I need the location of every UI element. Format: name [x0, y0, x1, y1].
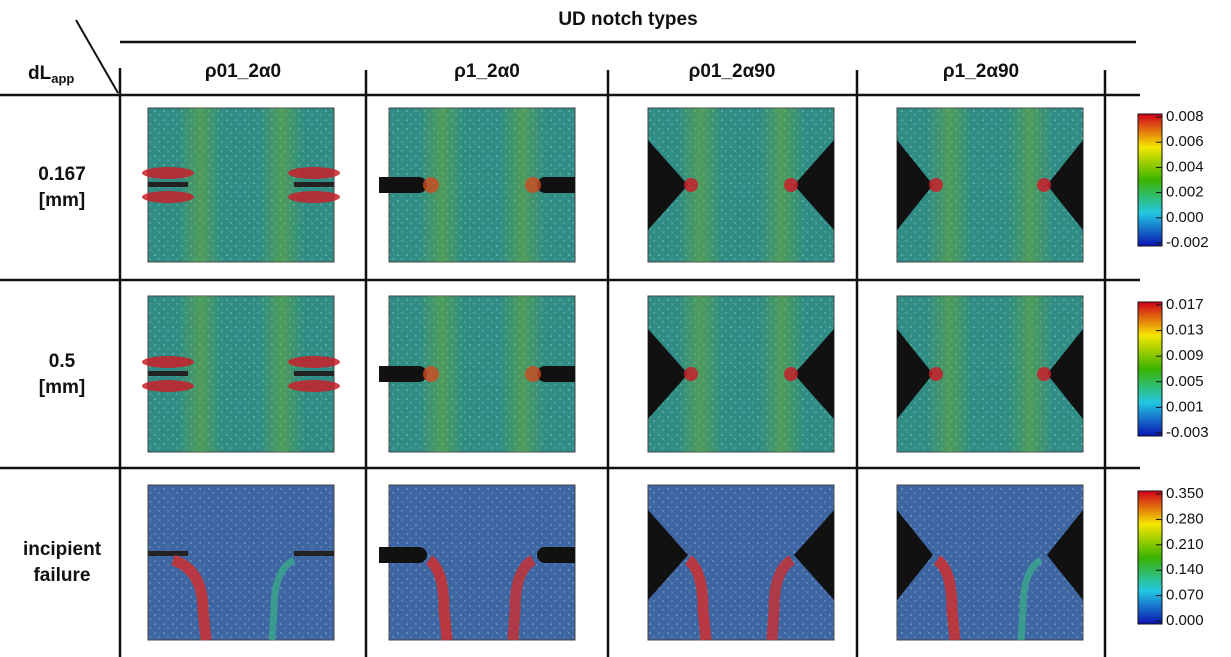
- corner-label: dLapp: [28, 63, 74, 86]
- row-label: [mm]: [39, 377, 85, 398]
- colorbar-label: 0.004: [1166, 158, 1204, 175]
- strain-map: [897, 108, 1083, 262]
- hot-spot: [142, 191, 194, 203]
- notch: [148, 551, 188, 556]
- strain-map: [379, 296, 575, 452]
- column-header: ρ1_2α0: [454, 61, 520, 82]
- corner-main: dL: [28, 63, 52, 84]
- colorbar-label: 0.070: [1166, 587, 1204, 604]
- hot-spot: [929, 367, 943, 381]
- colorbar-label: 0.008: [1166, 108, 1204, 125]
- hot-spot: [423, 177, 439, 193]
- notch: [379, 547, 399, 563]
- row-label: 0.167: [38, 164, 86, 185]
- hot-spot: [929, 178, 943, 192]
- strain-map: [142, 296, 340, 452]
- hot-spot: [288, 356, 340, 368]
- hot-spot: [142, 167, 194, 179]
- row-label: [mm]: [39, 190, 85, 211]
- column-header: ρ01_2α90: [689, 61, 776, 82]
- hot-spot: [142, 380, 194, 392]
- strain-map: [379, 108, 575, 262]
- hot-spot: [1037, 178, 1051, 192]
- notch: [148, 182, 188, 187]
- row-label: failure: [33, 565, 90, 586]
- hot-spot: [684, 178, 698, 192]
- strain-map: [142, 108, 340, 262]
- hot-spot: [423, 366, 439, 382]
- strain-map: [379, 485, 575, 640]
- notch: [379, 366, 399, 382]
- hot-spot: [684, 367, 698, 381]
- colorbar: [1138, 302, 1162, 436]
- colorbar-label: 0.002: [1166, 184, 1204, 201]
- column-header: ρ1_2α90: [943, 61, 1019, 82]
- colorbar-label: 0.017: [1166, 296, 1204, 313]
- colorbar-label: -0.002: [1166, 234, 1209, 251]
- colorbar: [1138, 114, 1162, 246]
- notch: [565, 366, 575, 382]
- notch: [294, 371, 334, 376]
- notch: [565, 177, 575, 193]
- colorbar-label: 0.000: [1166, 209, 1204, 226]
- hot-spot: [142, 356, 194, 368]
- hot-spot: [288, 167, 340, 179]
- notch: [565, 547, 575, 563]
- colorbar-label: 0.210: [1166, 536, 1204, 553]
- notch: [294, 182, 334, 187]
- colorbar-label: 0.280: [1166, 510, 1204, 527]
- colorbar: [1138, 491, 1162, 624]
- strain-map: [897, 485, 1083, 640]
- colorbar-label: 0.013: [1166, 322, 1204, 339]
- colorbar-label: -0.003: [1166, 424, 1209, 441]
- hot-spot: [525, 177, 541, 193]
- row-label: 0.5: [49, 351, 76, 372]
- row-label: incipient: [23, 539, 102, 560]
- strain-map: [648, 296, 834, 452]
- header-title: UD notch types: [558, 9, 697, 30]
- hot-spot: [1037, 367, 1051, 381]
- notch: [379, 177, 399, 193]
- colorbar-label: 0.140: [1166, 561, 1204, 578]
- colorbar-label: 0.009: [1166, 347, 1204, 364]
- strain-map: [648, 485, 834, 640]
- colorbar-label: 0.005: [1166, 373, 1204, 390]
- colorbar-label: 0.001: [1166, 398, 1204, 415]
- colorbar-label: 0.350: [1166, 485, 1204, 502]
- column-header: ρ01_2α0: [205, 61, 281, 82]
- hot-spot: [525, 366, 541, 382]
- strain-map: [897, 296, 1083, 452]
- notch: [148, 371, 188, 376]
- strain-map: [148, 485, 334, 640]
- strain-map: [648, 108, 834, 262]
- corner-sub: app: [51, 71, 74, 86]
- colorbar-label: 0.006: [1166, 133, 1204, 150]
- hot-spot: [784, 178, 798, 192]
- figure: UD notch types dLapp ρ01_2α0 ρ1_2α0 ρ01_2α…: [0, 0, 1231, 657]
- notch: [294, 551, 334, 556]
- colorbar-label: 0.000: [1166, 612, 1204, 629]
- hot-spot: [784, 367, 798, 381]
- hot-spot: [288, 380, 340, 392]
- hot-spot: [288, 191, 340, 203]
